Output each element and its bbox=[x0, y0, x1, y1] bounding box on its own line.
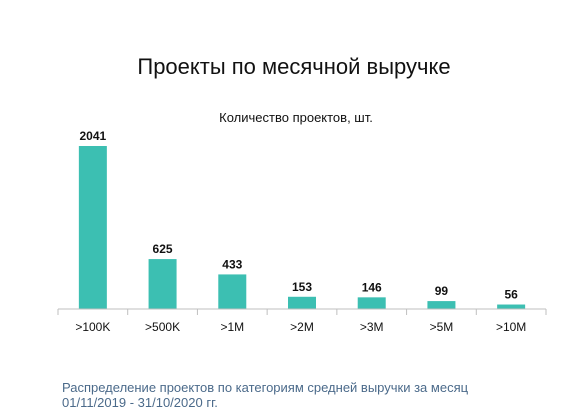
data-label-1: 625 bbox=[153, 242, 173, 256]
data-label-0: 2041 bbox=[80, 129, 107, 143]
x-tick-label-4: >3M bbox=[360, 320, 384, 334]
bar-6 bbox=[497, 304, 526, 309]
data-labels-group: 2041 625 433 153 146 99 56 bbox=[80, 129, 519, 302]
bar-4 bbox=[357, 297, 386, 309]
x-tick-label-1: >500K bbox=[145, 320, 180, 334]
x-tick-label-0: >100K bbox=[75, 320, 110, 334]
data-label-5: 99 bbox=[435, 284, 449, 298]
bar-1 bbox=[148, 259, 177, 309]
footer-note: Распределение проектов по категориям сре… bbox=[62, 380, 468, 410]
x-tick-label-2: >1M bbox=[220, 320, 244, 334]
data-label-3: 153 bbox=[292, 280, 312, 294]
bar-2 bbox=[218, 274, 247, 309]
bar-5 bbox=[427, 301, 456, 309]
bar-0 bbox=[78, 146, 107, 309]
ticks-group bbox=[57, 309, 547, 315]
data-label-2: 433 bbox=[222, 257, 242, 271]
x-tick-label-3: >2M bbox=[290, 320, 314, 334]
x-tick-label-5: >5M bbox=[430, 320, 454, 334]
footer-line-2: 01/11/2019 - 31/10/2020 гг. bbox=[62, 395, 218, 410]
page-title: Проекты по месячной выручке bbox=[137, 54, 451, 79]
data-label-4: 146 bbox=[362, 280, 382, 294]
bars-group bbox=[78, 146, 526, 309]
data-label-6: 56 bbox=[504, 288, 518, 302]
chart-subtitle: Количество проектов, шт. bbox=[219, 110, 373, 125]
bar-3 bbox=[288, 296, 316, 309]
footer-line-1: Распределение проектов по категориям сре… bbox=[62, 380, 469, 395]
x-tick-label-6: >10M bbox=[496, 320, 526, 334]
x-tick-labels-group: >100K >500K >1M >2M >3M >5M >10M bbox=[75, 320, 526, 334]
